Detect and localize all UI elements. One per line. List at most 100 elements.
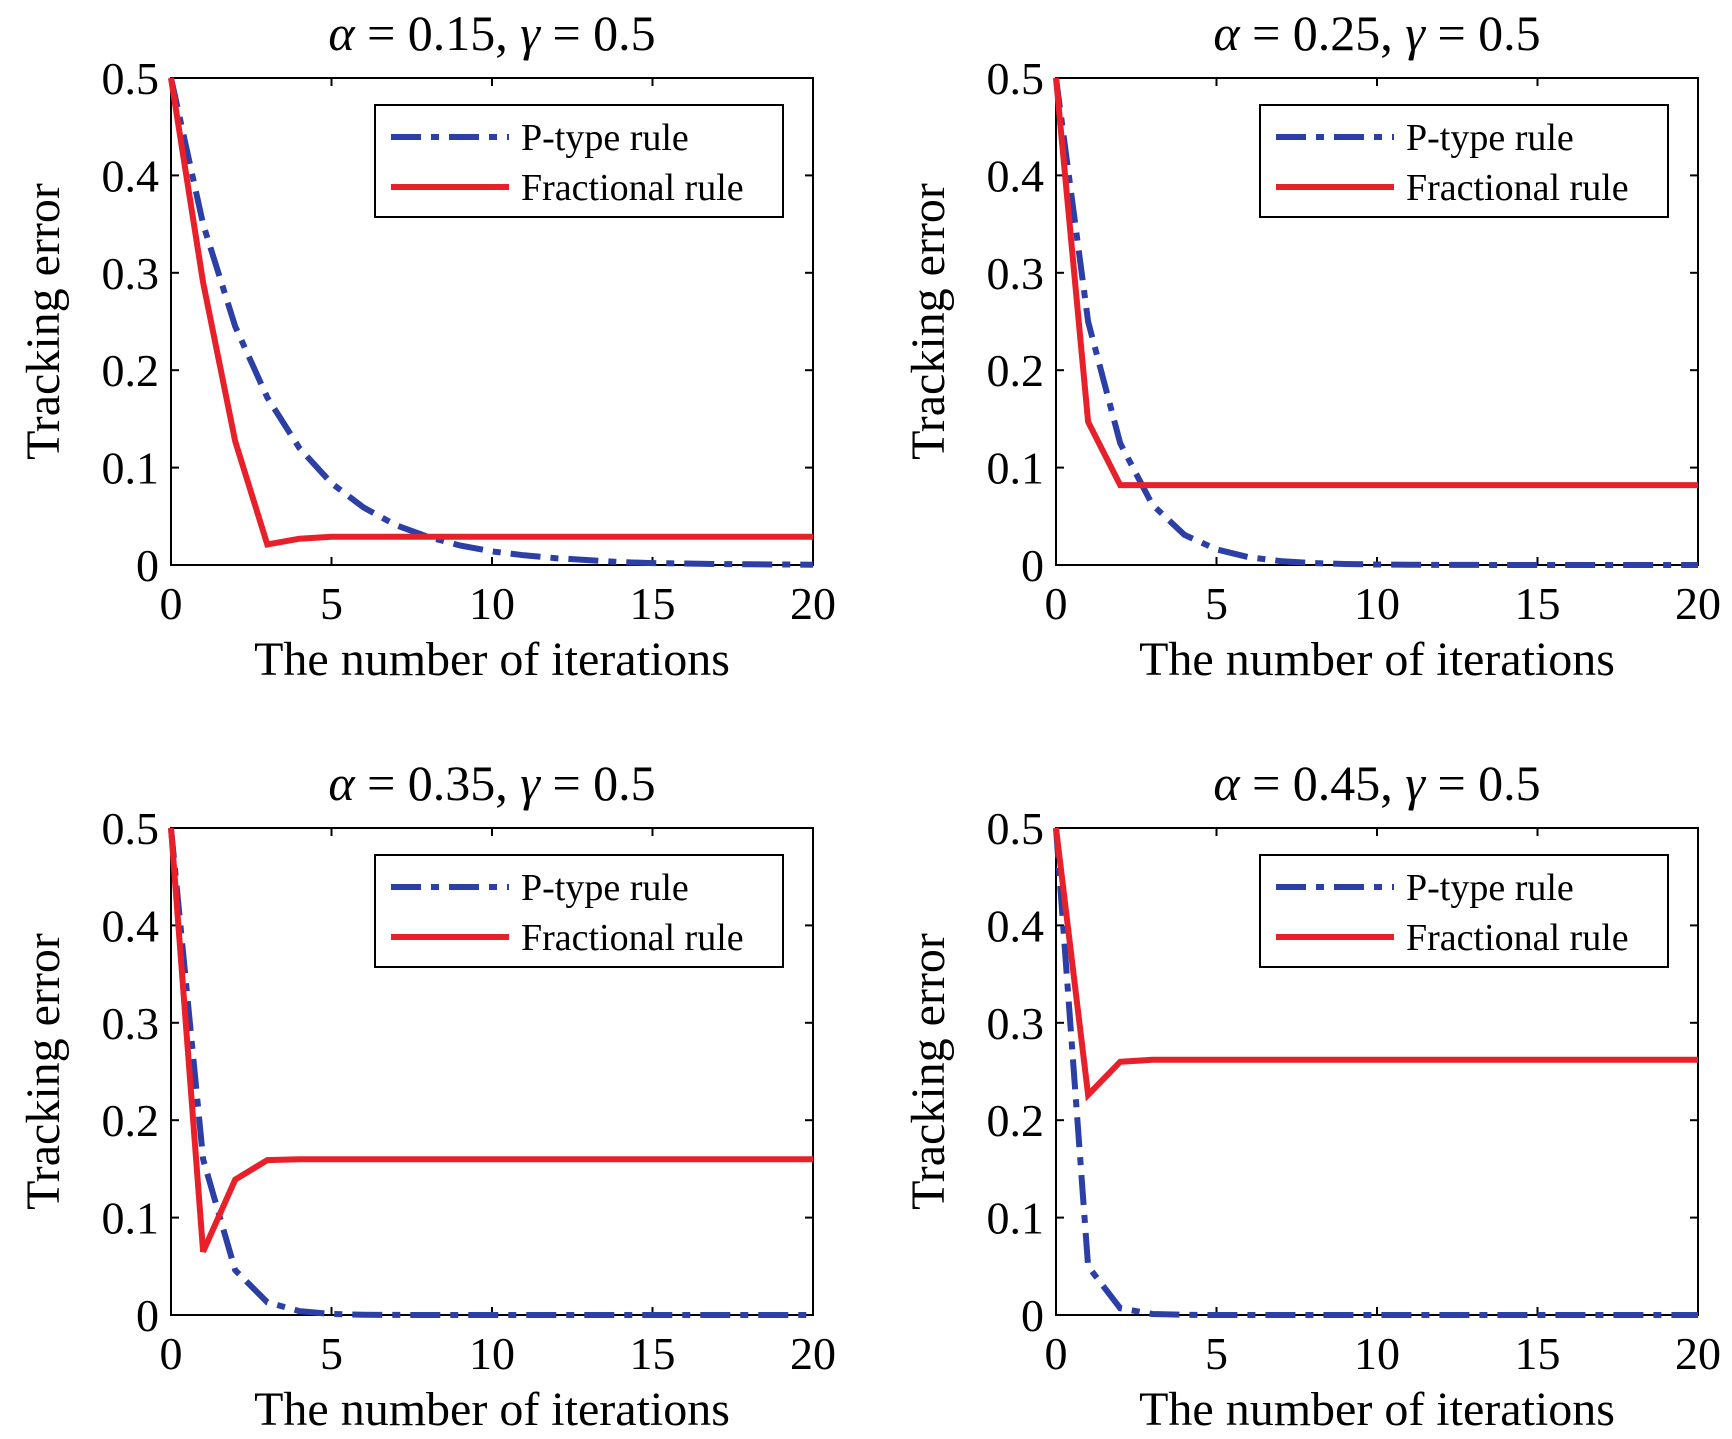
series-line-p-type: [168, 827, 813, 1318]
legend-entry-fractional: Fractional rule: [521, 167, 744, 209]
y-tick-label: 0: [136, 1290, 159, 1341]
title-gamma: γ: [520, 755, 541, 811]
x-tick-label: 15: [1515, 578, 1561, 629]
y-tick-label: 0: [136, 540, 159, 591]
x-tick-label: 20: [790, 1328, 836, 1379]
title-alpha: α: [328, 5, 356, 61]
y-tick-label: 0: [1021, 540, 1044, 591]
y-tick-label: 0.2: [102, 1095, 160, 1146]
y-axis-label: Tracking error: [17, 183, 70, 460]
legend-entry-fractional: Fractional rule: [1406, 167, 1629, 209]
title-alpha-value: = 0.35,: [355, 755, 521, 811]
x-tick-label: 5: [320, 578, 343, 629]
legend: P-type rule Fractional rule: [374, 854, 784, 968]
series-line-fractional: [1053, 827, 1698, 1102]
legend-entry-p-type: P-type rule: [1406, 117, 1574, 159]
subplot-2: α = 0.25, γ = 0.5 0 5 10 15 20 0 0.1 0.2 0.3 0.4 0.…: [902, 5, 1721, 686]
y-tick-label: 0.4: [987, 900, 1045, 951]
y-tick-label: 0.2: [987, 345, 1045, 396]
legend-entry-p-type: P-type rule: [521, 117, 689, 159]
x-tick-label: 5: [1205, 578, 1228, 629]
legend-box: [374, 854, 784, 968]
y-tick-label: 0.3: [102, 248, 160, 299]
y-tick-label: 0.1: [102, 443, 160, 494]
y-tick-label: 0.4: [102, 900, 160, 951]
y-tick-label: 0: [1021, 1290, 1044, 1341]
series-line-fractional: [168, 827, 813, 1253]
title-alpha-value: = 0.25,: [1240, 5, 1406, 61]
title-gamma-value: = 0.5: [1425, 755, 1541, 811]
legend-entry-fractional: Fractional rule: [1406, 917, 1629, 959]
y-tick-label: 0.1: [102, 1193, 160, 1244]
x-tick-label: 15: [630, 1328, 676, 1379]
title-gamma-value: = 0.5: [540, 5, 656, 61]
y-axis-label: Tracking error: [17, 933, 70, 1210]
y-tick-label: 0.2: [102, 345, 160, 396]
y-tick-label: 0.1: [987, 1193, 1045, 1244]
subplot-1: α = 0.15, γ = 0.5 0 5 10 15 20 0 0.1 0.2 0.3 0.4 0.…: [17, 5, 836, 686]
y-tick-label: 0.2: [987, 1095, 1045, 1146]
x-tick-label: 0: [1045, 578, 1068, 629]
x-tick-label: 15: [630, 578, 676, 629]
x-tick-label: 10: [469, 1328, 515, 1379]
legend-box: [1259, 854, 1669, 968]
series-line-p-type: [168, 77, 814, 568]
x-tick-label: 10: [469, 578, 515, 629]
legend-entry-p-type: P-type rule: [521, 867, 689, 909]
x-axis-label: The number of iterations: [1139, 633, 1615, 686]
x-tick-label: 20: [1675, 1328, 1721, 1379]
x-tick-label: 0: [1045, 1328, 1068, 1379]
x-tick-label: 0: [160, 578, 183, 629]
title-gamma-value: = 0.5: [540, 755, 656, 811]
title-alpha-value: = 0.45,: [1240, 755, 1406, 811]
x-tick-label: 15: [1515, 1328, 1561, 1379]
title-alpha: α: [1213, 5, 1241, 61]
x-tick-label: 10: [1354, 1328, 1400, 1379]
x-axis-label: The number of iterations: [1139, 1383, 1615, 1436]
title-gamma: γ: [1405, 5, 1426, 61]
x-tick-label: 5: [320, 1328, 343, 1379]
y-tick-label: 0.5: [987, 803, 1045, 854]
x-tick-label: 20: [790, 578, 836, 629]
x-tick-label: 0: [160, 1328, 183, 1379]
legend: P-type rule Fractional rule: [374, 104, 784, 218]
legend-entry-p-type: P-type rule: [1406, 867, 1574, 909]
title-gamma: γ: [520, 5, 541, 61]
y-tick-label: 0.4: [102, 150, 160, 201]
y-tick-label: 0.3: [987, 998, 1045, 1049]
y-tick-label: 0.5: [102, 803, 160, 854]
subplot-4: α = 0.45, γ = 0.5 0 5 10 15 20 0 0.1 0.2 0.3 0.4 0.…: [902, 755, 1721, 1436]
x-tick-label: 10: [1354, 578, 1400, 629]
subplot-3: α = 0.35, γ = 0.5 0 5 10 15 20 0 0.1 0.2 0.3 0.4 0.…: [17, 755, 836, 1436]
series-line-fractional: [1053, 77, 1698, 489]
y-tick-label: 0.3: [987, 248, 1045, 299]
subplot-title: α = 0.45, γ = 0.5: [1213, 755, 1540, 811]
subplot-title: α = 0.35, γ = 0.5: [328, 755, 655, 811]
series-line-fractional: [168, 77, 813, 548]
legend-box: [1259, 104, 1669, 218]
x-tick-label: 5: [1205, 1328, 1228, 1379]
x-axis-label: The number of iterations: [254, 1383, 730, 1436]
y-tick-label: 0.1: [987, 443, 1045, 494]
y-tick-label: 0.3: [102, 998, 160, 1049]
y-axis-label: Tracking error: [902, 183, 955, 460]
x-axis-label: The number of iterations: [254, 633, 730, 686]
x-tick-label: 20: [1675, 578, 1721, 629]
legend: P-type rule Fractional rule: [1259, 104, 1669, 218]
subplot-title: α = 0.15, γ = 0.5: [328, 5, 655, 61]
series-line-p-type: [1053, 827, 1698, 1318]
title-alpha-value: = 0.15,: [355, 5, 521, 61]
y-axis-label: Tracking error: [902, 933, 955, 1210]
legend: P-type rule Fractional rule: [1259, 854, 1669, 968]
legend-entry-fractional: Fractional rule: [521, 917, 744, 959]
title-alpha: α: [328, 755, 356, 811]
title-alpha: α: [1213, 755, 1241, 811]
title-gamma: γ: [1405, 755, 1426, 811]
series-line-p-type: [1053, 77, 1698, 568]
subplot-title: α = 0.25, γ = 0.5: [1213, 5, 1540, 61]
legend-box: [374, 104, 784, 218]
title-gamma-value: = 0.5: [1425, 5, 1541, 61]
y-tick-label: 0.5: [987, 53, 1045, 104]
y-tick-label: 0.5: [102, 53, 160, 104]
